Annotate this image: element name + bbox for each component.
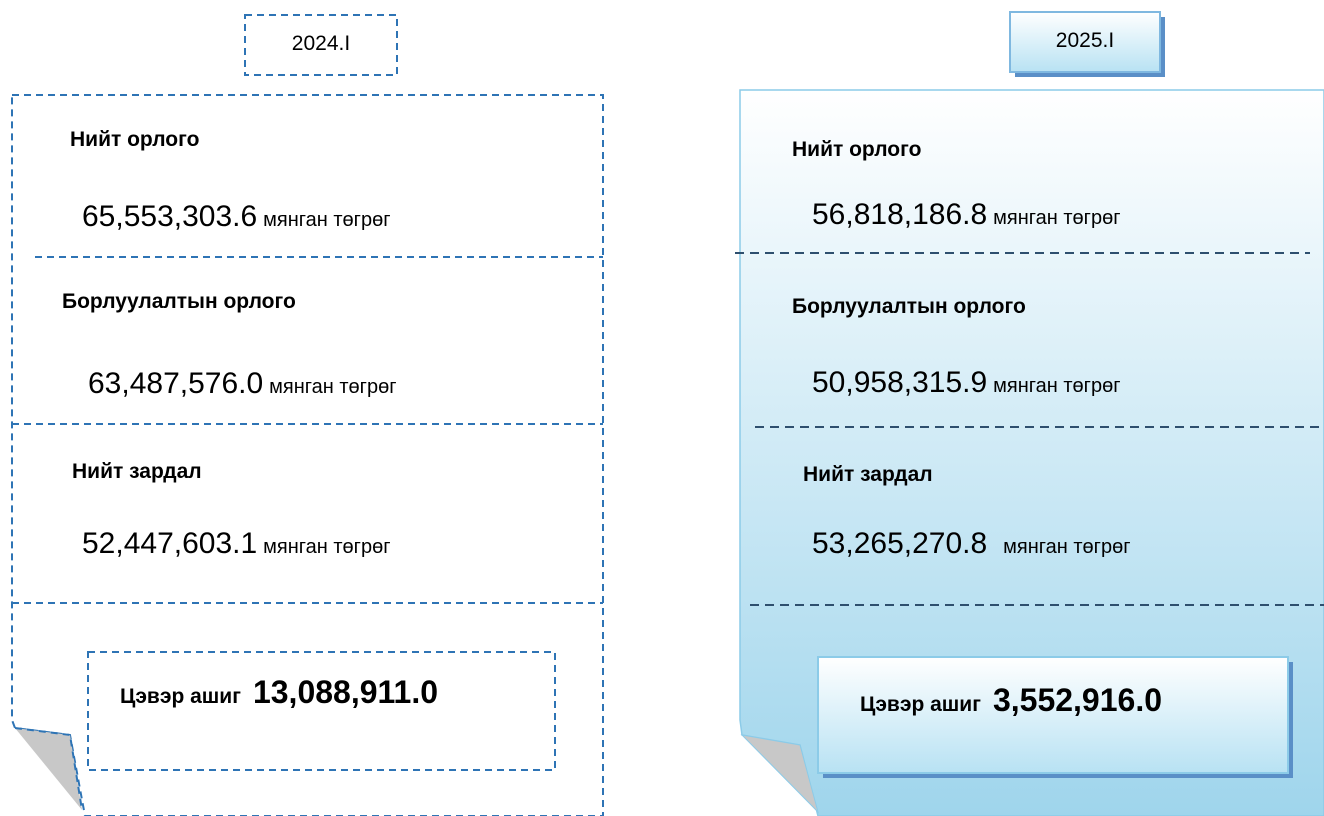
item-value: 50,958,315.9 мянган төгрөг [812,366,1121,400]
unit: мянган төгрөг [263,536,391,558]
item-value: 52,447,603.1 мянган төгрөг [82,527,391,561]
item-label: Нийт зардал [72,460,202,483]
left-panel [11,14,604,816]
unit: мянган төгрөг [993,375,1121,397]
item-value: 65,553,303.6 мянган төгрөг [82,200,391,234]
item-label: Борлуулалтын орлого [792,295,1026,318]
value: 53,265,270.8 [812,527,988,560]
item-label: Борлуулалтын орлого [62,290,296,313]
tab [1009,11,1161,73]
value: 63,487,576.0 [88,367,264,400]
item-label: Нийт зардал [803,463,933,486]
value: 52,447,603.1 [82,527,258,560]
item-label: Нийт орлого [70,128,200,151]
profit: Цэвэр ашиг 13,088,911.0 [120,674,438,711]
profit-label: Цэвэр ашиг [120,685,241,708]
unit: мянган төгрөг [993,207,1121,229]
profit: Цэвэр ашиг 3,552,916.0 [860,682,1162,719]
item-value: 63,487,576.0 мянган төгрөг [88,367,397,401]
value: 65,553,303.6 [82,200,258,233]
item-label: Нийт орлого [792,138,922,161]
profit-box [817,656,1289,774]
separators [735,252,1324,606]
profit-value: 13,088,911.0 [252,674,439,710]
unit: мянган төгрөг [263,209,391,231]
value: 50,958,315.9 [812,366,988,399]
value: 56,818,186.8 [812,198,988,231]
unit: мянган төгрөг [269,376,397,398]
period: 2025.I [1055,29,1115,52]
item-value: 56,818,186.8 мянган төгрөг [812,198,1121,232]
fold [15,728,82,810]
fold [740,734,819,814]
period: 2024.I [291,32,351,55]
item-value: 53,265,270.8 мянган төгрөг [812,527,1131,561]
fold-edge [14,727,83,811]
profit-value: 3,552,916.0 [992,682,1162,718]
profit-label: Цэвэр ашиг [860,693,981,716]
unit: мянган төгрөг [1003,536,1131,558]
